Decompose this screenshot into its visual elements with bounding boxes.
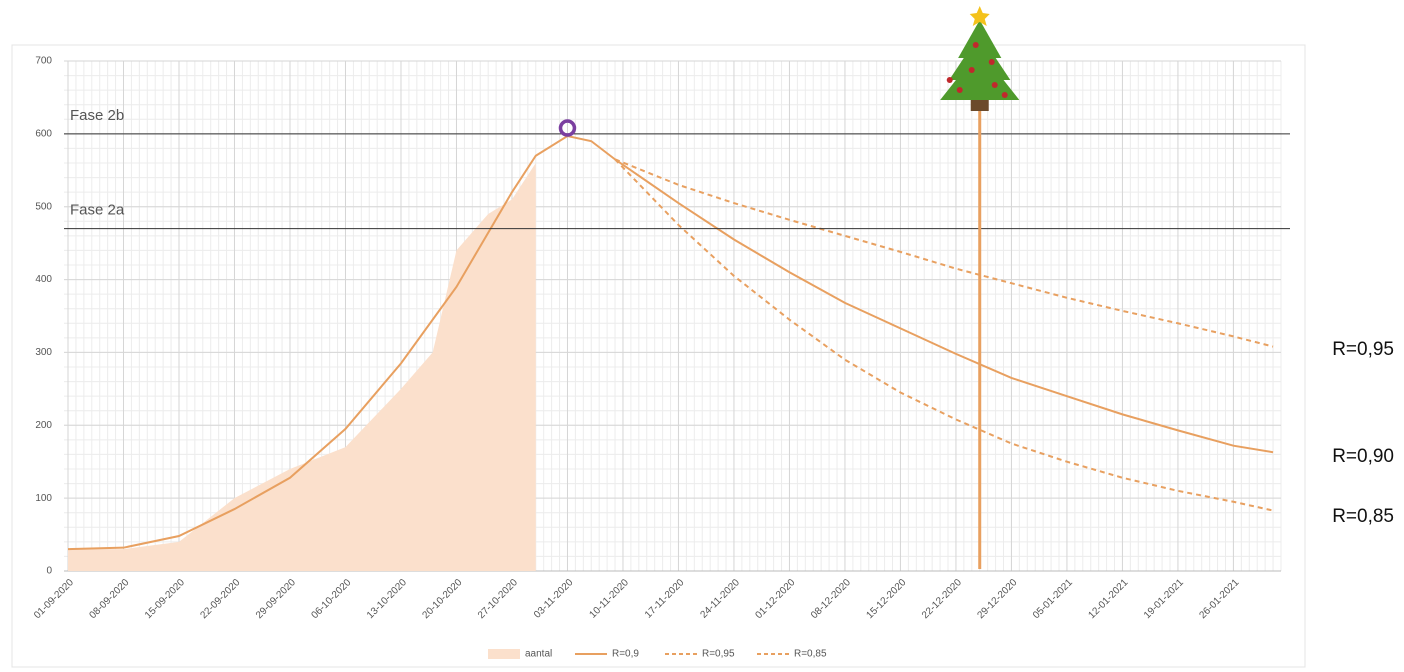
x-tick-label: 29-12-2020 <box>975 577 1019 621</box>
y-tick-label: 400 <box>35 274 52 285</box>
x-tick-label: 01-09-2020 <box>32 577 76 621</box>
y-tick-label: 700 <box>35 56 52 67</box>
legend-label: R=0,95 <box>702 649 735 660</box>
side-label: R=0,90 <box>1332 446 1394 467</box>
x-tick-label: 01-12-2020 <box>753 577 797 621</box>
x-tick-label: 08-09-2020 <box>88 577 132 621</box>
x-tick-label: 22-12-2020 <box>920 577 964 621</box>
side-label: R=0,85 <box>1332 506 1394 527</box>
ornament <box>1001 92 1008 98</box>
legend-swatch <box>488 649 520 659</box>
x-tick-label: 26-01-2021 <box>1197 577 1241 621</box>
line <box>614 158 1274 512</box>
chart-frame <box>11 44 1306 668</box>
threshold-label: Fase 2a <box>70 202 125 219</box>
x-tick-label: 10-11-2020 <box>588 577 632 621</box>
x-tick-label: 22-09-2020 <box>199 577 243 621</box>
x-tick-label: 24-11-2020 <box>699 577 743 621</box>
x-tick-label: 29-09-2020 <box>254 577 298 621</box>
x-tick-label: 17-11-2020 <box>643 577 687 621</box>
x-tick-label: 19-01-2021 <box>1142 577 1186 621</box>
legend-label: R=0,85 <box>794 649 827 660</box>
tree-trunk <box>970 97 989 111</box>
x-tick-label: 15-09-2020 <box>143 577 187 621</box>
ornament <box>988 59 995 65</box>
x-tick-label: 13-10-2020 <box>365 577 409 621</box>
x-tick-label: 05-01-2021 <box>1031 577 1075 621</box>
side-label: R=0,95 <box>1332 339 1394 360</box>
y-tick-label: 600 <box>35 128 52 139</box>
threshold-label: Fase 2b <box>70 107 124 124</box>
y-tick-label: 300 <box>35 347 52 358</box>
tree-tier <box>958 20 1002 58</box>
ornament <box>991 82 998 88</box>
x-tick-label: 03-11-2020 <box>532 577 576 621</box>
x-tick-label: 06-10-2020 <box>310 577 354 621</box>
legend-label: aantal <box>525 649 552 660</box>
y-tick-label: 0 <box>46 566 52 577</box>
x-tick-label: 12-01-2021 <box>1086 577 1130 621</box>
tree-star <box>969 6 990 26</box>
line <box>614 158 1274 348</box>
y-tick-label: 500 <box>35 201 52 212</box>
ornament <box>972 42 979 48</box>
peak-marker <box>558 119 577 137</box>
ornament <box>968 67 975 73</box>
area <box>68 163 536 571</box>
legend-label: R=0,9 <box>612 649 639 660</box>
line <box>67 134 1274 551</box>
x-tick-label: 20-10-2020 <box>421 577 465 621</box>
x-tick-label: 08-12-2020 <box>809 577 853 621</box>
y-tick-label: 200 <box>35 420 52 431</box>
ornament <box>956 87 963 93</box>
y-tick-label: 100 <box>35 493 52 504</box>
x-tick-label: 15-12-2020 <box>864 577 908 621</box>
x-tick-label: 27-10-2020 <box>476 577 520 621</box>
ornament <box>946 77 953 83</box>
